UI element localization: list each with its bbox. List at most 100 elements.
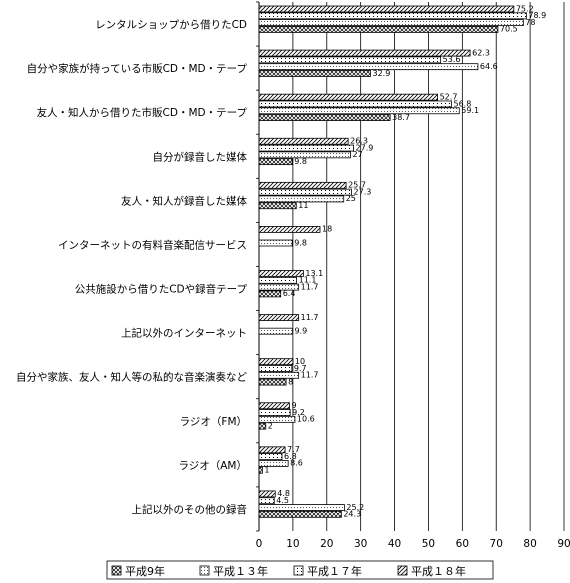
category-label: 上記以外のその他の録音 bbox=[132, 503, 248, 516]
data-label: 32.9 bbox=[372, 69, 390, 78]
data-label: 13.1 bbox=[305, 269, 323, 278]
data-label: 78.9 bbox=[528, 11, 546, 20]
bar bbox=[258, 70, 371, 77]
bar bbox=[258, 195, 345, 203]
bar bbox=[258, 504, 345, 511]
legend-label: 平成１３年 bbox=[213, 564, 268, 578]
data-label: 27.3 bbox=[354, 187, 372, 196]
category-label: 自分や家族が持っている市販CD・MD・テープ bbox=[27, 62, 248, 75]
data-label: 9 bbox=[292, 401, 297, 410]
bar bbox=[258, 93, 438, 101]
bar bbox=[258, 100, 452, 108]
legend-label: 平成１８年 bbox=[411, 564, 466, 578]
data-label: 18 bbox=[322, 225, 332, 234]
data-label: 59.1 bbox=[461, 106, 479, 115]
bar bbox=[258, 239, 293, 247]
category-label: 友人・知人が録音した媒体 bbox=[121, 194, 247, 207]
data-label: 26.3 bbox=[350, 137, 368, 146]
data-label: 11.7 bbox=[301, 371, 319, 380]
bar bbox=[258, 327, 293, 335]
data-label: 75.2 bbox=[516, 4, 534, 13]
category-label: レンタルショップから借りたCD bbox=[95, 19, 247, 31]
data-label: 9.2 bbox=[292, 408, 305, 417]
legend-swatch bbox=[293, 565, 304, 576]
bar bbox=[258, 371, 300, 379]
data-label: 6.4 bbox=[283, 289, 296, 298]
data-label: 11.7 bbox=[301, 282, 319, 291]
bars bbox=[258, 5, 527, 518]
data-label: 6.8 bbox=[284, 452, 297, 461]
legend-swatch bbox=[111, 565, 122, 576]
bar bbox=[258, 446, 286, 454]
bar bbox=[258, 5, 515, 13]
bar bbox=[258, 144, 354, 152]
legend-label: 平成１７年 bbox=[307, 564, 362, 578]
data-label: 11.7 bbox=[301, 313, 319, 322]
bar bbox=[258, 378, 287, 386]
data-label: 9.8 bbox=[294, 157, 307, 166]
data-label: 4.5 bbox=[276, 496, 289, 505]
legend: 平成9年 平成１３年 平成１７年 平成１８年 bbox=[106, 560, 494, 580]
legend-swatch bbox=[199, 565, 210, 576]
bar bbox=[258, 137, 349, 145]
x-tick-label: 90 bbox=[557, 538, 570, 550]
bar bbox=[258, 114, 391, 121]
data-label: 78 bbox=[525, 18, 535, 27]
bar bbox=[258, 276, 298, 284]
bar bbox=[258, 358, 294, 366]
grid-lines bbox=[256, 1, 565, 532]
bar bbox=[258, 409, 291, 416]
labels: 0 10 20 30 40 50 60 70 80 90レンタルショップから借りたCD75.278… bbox=[16, 4, 570, 550]
data-label: 4.8 bbox=[277, 489, 290, 498]
data-label: 1 bbox=[264, 466, 269, 475]
data-label: 9.7 bbox=[294, 364, 307, 373]
legend-swatch bbox=[397, 565, 408, 576]
bar bbox=[258, 314, 300, 321]
bar bbox=[258, 226, 321, 233]
data-label: 70.5 bbox=[500, 25, 518, 34]
category-label: 上記以外のインターネット bbox=[121, 327, 247, 340]
bar bbox=[258, 283, 300, 291]
data-label: 64.6 bbox=[480, 62, 498, 71]
x-tick-label: 50 bbox=[422, 538, 435, 550]
bar bbox=[258, 158, 293, 166]
category-label: ラジオ（AM） bbox=[178, 460, 247, 472]
bar bbox=[258, 107, 460, 115]
data-label: 10.6 bbox=[297, 415, 315, 424]
x-tick-label: 40 bbox=[388, 538, 401, 550]
bar bbox=[258, 188, 352, 196]
bar bbox=[258, 25, 499, 33]
bar bbox=[258, 63, 479, 71]
bar bbox=[258, 402, 290, 410]
x-tick-label: 30 bbox=[354, 538, 367, 550]
bar bbox=[258, 490, 276, 498]
bar bbox=[258, 56, 442, 64]
data-label: 2 bbox=[268, 421, 273, 430]
bar bbox=[258, 151, 351, 159]
x-tick-label: 80 bbox=[523, 538, 536, 550]
category-label: ラジオ（FM） bbox=[180, 416, 247, 428]
x-tick-label: 70 bbox=[490, 538, 503, 550]
bar bbox=[258, 270, 304, 277]
data-label: 25.7 bbox=[348, 181, 366, 190]
bar bbox=[258, 415, 296, 423]
bar bbox=[258, 19, 524, 27]
category-label: インターネットの有料音楽配信サービス bbox=[58, 238, 247, 251]
data-label: 38.7 bbox=[392, 113, 410, 122]
x-tick-label: 20 bbox=[320, 538, 333, 550]
data-label: 8 bbox=[288, 377, 293, 386]
data-label: 56.8 bbox=[453, 99, 471, 108]
category-label: 公共施設から借りたCDや録音テープ bbox=[75, 283, 248, 296]
data-label: 9.8 bbox=[294, 238, 307, 247]
data-label: 8.6 bbox=[290, 459, 303, 468]
bar bbox=[258, 181, 347, 189]
bar bbox=[258, 49, 471, 57]
bar bbox=[258, 466, 263, 474]
bar bbox=[258, 290, 282, 298]
bar bbox=[258, 510, 342, 518]
data-label: 27.9 bbox=[356, 143, 374, 152]
x-tick-label: 0 bbox=[256, 538, 263, 550]
bar bbox=[258, 202, 297, 210]
category-label: 自分が録音した媒体 bbox=[153, 150, 248, 163]
